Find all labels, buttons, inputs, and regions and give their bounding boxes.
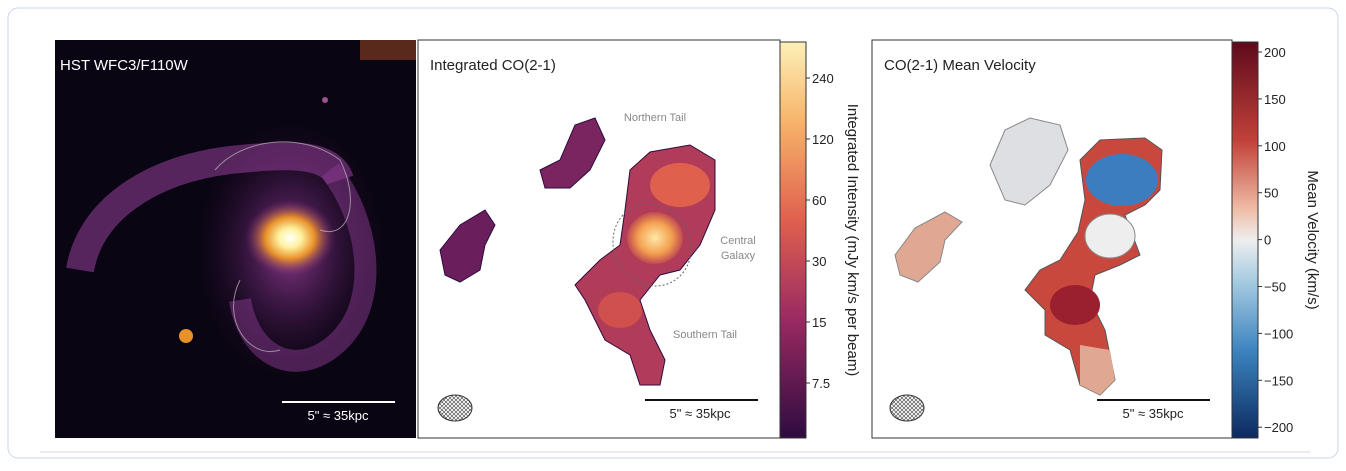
colorbar-tick-label: 100 — [1264, 139, 1286, 154]
panel-title: HST WFC3/F110W — [60, 57, 189, 74]
colorbar-tick-label: −100 — [1264, 326, 1293, 341]
annotation: Southern Tail — [673, 329, 737, 341]
colorbar-ticks: 200 150 100 50 0 −50 −100 −150 −200 — [1258, 45, 1293, 435]
colorbar-tick-label: 15 — [812, 315, 826, 330]
colorbar-tick-label: −50 — [1264, 280, 1286, 295]
scale-bar-label: 5" ≈ 35kpc — [308, 408, 369, 423]
colorbar-tick-label: −150 — [1264, 373, 1293, 388]
colorbar-tick-label: −200 — [1264, 420, 1293, 435]
hst-panel: HST WFC3/F110W 5" ≈ 35kpc — [55, 40, 416, 438]
annotation: Central — [720, 235, 755, 247]
colorbar-tick-label: 0 — [1264, 233, 1271, 248]
panel-title: CO(2-1) Mean Velocity — [884, 57, 1036, 74]
colorbar-tick-label: 60 — [812, 193, 826, 208]
colorbar-tick-label: 200 — [1264, 45, 1286, 60]
colorbar-label: Mean Velocity (km/s) — [1304, 170, 1321, 309]
colorbar-ticks: 240 120 60 30 15 7.5 — [806, 71, 834, 391]
colorbar-tick-label: 50 — [1264, 186, 1278, 201]
panel-title: Integrated CO(2-1) — [430, 57, 556, 74]
colorbar-label: Integrated Intensity (mJy km/s per beam) — [844, 104, 861, 377]
colorbar-tick-label: 7.5 — [812, 376, 830, 391]
colorbar-tick-label: 120 — [812, 132, 834, 147]
annotation: Northern Tail — [624, 112, 686, 124]
scale-bar-label: 5" ≈ 35kpc — [670, 406, 731, 421]
velocity-panel: CO(2-1) Mean Velocity 5" ≈ 35kpc Mean Ve… — [871, 39, 1321, 439]
colorbar-tick-label: 240 — [812, 71, 834, 86]
scale-bar-label: 5" ≈ 35kpc — [1123, 406, 1184, 421]
co-intensity-panel: Integrated CO(2-1) Northern Tail Central… — [417, 39, 861, 439]
colorbar-tick-label: 150 — [1264, 92, 1286, 107]
annotation: Galaxy — [721, 250, 756, 262]
colorbar-tick-label: 30 — [812, 254, 826, 269]
